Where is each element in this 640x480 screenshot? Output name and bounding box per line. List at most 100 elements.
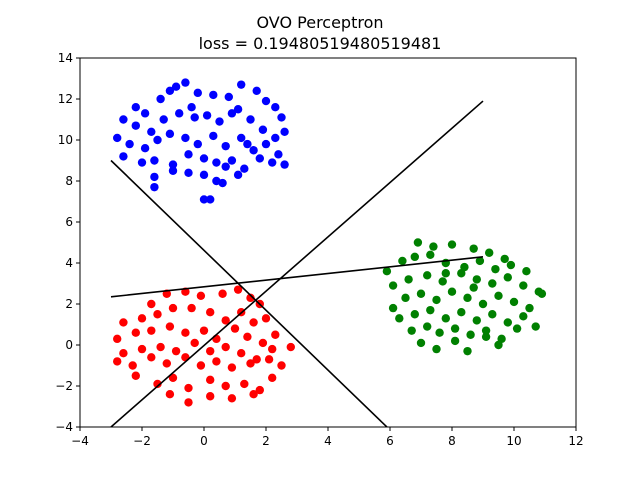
data-point [150, 156, 159, 165]
data-point [488, 310, 497, 319]
x-tick-label: −2 [133, 434, 151, 448]
data-point [175, 109, 184, 118]
chart-title: OVO Perceptron [256, 13, 383, 32]
data-point [131, 328, 140, 337]
data-point [413, 238, 423, 247]
series-1 [113, 285, 295, 407]
data-point [212, 334, 221, 344]
y-tick-label: −4 [55, 420, 73, 434]
data-point [199, 195, 209, 204]
data-point [227, 363, 237, 372]
y-tick-label: 10 [58, 133, 73, 147]
data-point [233, 170, 243, 180]
data-point [410, 252, 419, 262]
data-point [475, 256, 485, 266]
data-point [181, 328, 190, 337]
data-point [150, 172, 159, 182]
data-point [404, 275, 413, 284]
data-point [423, 271, 432, 280]
data-point [209, 131, 218, 141]
data-point [125, 139, 134, 149]
data-point [212, 158, 221, 167]
data-point [261, 96, 271, 106]
data-point [472, 316, 481, 325]
data-point [280, 127, 289, 136]
data-point [221, 381, 230, 391]
data-point [168, 373, 178, 382]
data-point [503, 273, 512, 282]
x-tick-label: 12 [568, 434, 583, 448]
data-point [206, 308, 215, 317]
data-point [156, 342, 165, 352]
data-point [416, 289, 426, 298]
data-point [450, 324, 460, 333]
data-point [395, 314, 404, 323]
y-tick-label: 4 [65, 256, 73, 270]
data-point [233, 105, 243, 114]
data-point [286, 342, 295, 352]
data-point [423, 322, 432, 331]
data-point [218, 178, 227, 188]
data-point [233, 285, 243, 294]
data-point [450, 336, 460, 346]
data-point [153, 310, 162, 319]
data-point [221, 162, 230, 171]
data-point [153, 135, 162, 145]
data-point [271, 133, 280, 143]
data-point [190, 113, 199, 122]
data-point [246, 359, 255, 368]
data-point [119, 318, 128, 327]
data-point [240, 379, 249, 389]
data-point [531, 322, 540, 331]
x-axis: −4 −2 0 2 4 6 8 10 12 [71, 427, 584, 448]
y-axis: −4 −2 0 2 4 6 8 10 12 14 [55, 51, 80, 434]
decision-line-1 [110, 100, 484, 427]
decision-line-0 [110, 159, 388, 427]
data-point [478, 299, 488, 309]
data-point [447, 287, 457, 296]
data-point [469, 283, 478, 292]
data-point [215, 117, 224, 126]
data-point [537, 289, 547, 298]
data-point [519, 312, 528, 321]
data-point [500, 254, 509, 264]
data-point [481, 332, 491, 341]
x-tick-label: 8 [448, 434, 456, 448]
data-point [243, 332, 252, 341]
data-point [128, 361, 137, 370]
data-point [268, 373, 277, 382]
x-tick-label: −4 [71, 434, 89, 448]
x-tick-label: 6 [386, 434, 394, 448]
data-point [168, 166, 178, 175]
series-2 [382, 238, 547, 356]
data-point [131, 121, 140, 130]
data-point [246, 115, 255, 124]
y-tick-label: 6 [65, 215, 73, 229]
data-point [147, 127, 156, 136]
series-0 [113, 78, 289, 204]
data-point [227, 394, 237, 403]
data-point [469, 244, 478, 253]
data-point [221, 316, 230, 325]
data-point [224, 92, 233, 102]
data-point [119, 152, 128, 161]
data-point [140, 109, 150, 118]
data-point [193, 88, 202, 98]
data-point [410, 310, 419, 319]
data-point [171, 346, 181, 356]
data-point [491, 264, 500, 274]
data-point [137, 158, 147, 167]
data-point [159, 115, 168, 124]
data-point [150, 182, 159, 192]
data-point [165, 390, 175, 399]
data-point [227, 156, 237, 165]
data-point [140, 144, 150, 153]
data-point [137, 344, 147, 354]
axes-frame [79, 57, 577, 428]
data-point [147, 326, 156, 335]
y-tick-label: 12 [58, 92, 73, 106]
data-point [199, 154, 209, 163]
data-point [463, 346, 472, 356]
x-tick-label: 0 [200, 434, 208, 448]
data-point [171, 82, 181, 91]
